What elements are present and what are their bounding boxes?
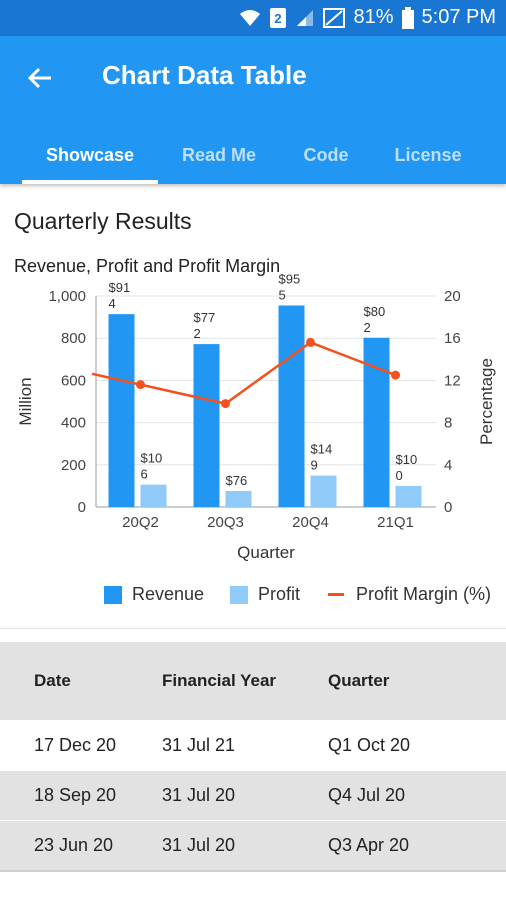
revenue-bar bbox=[108, 314, 135, 507]
y2-tick-label: 16 bbox=[444, 330, 461, 347]
y-tick-label: 1,000 bbox=[48, 288, 86, 305]
y-tick-label: 0 bbox=[78, 499, 86, 516]
profit-margin-point bbox=[391, 370, 400, 380]
profit-bar bbox=[225, 490, 252, 507]
y2-tick-label: 12 bbox=[444, 372, 461, 389]
y2-axis-title: Percentage bbox=[477, 358, 496, 445]
wifi-icon bbox=[239, 8, 261, 28]
no-signal-icon bbox=[323, 7, 346, 28]
legend-swatch-profit bbox=[230, 585, 248, 604]
cell-financial-year: 31 Jul 20 bbox=[162, 785, 236, 805]
tab-showcase[interactable]: Showcase bbox=[45, 144, 135, 165]
tab-indicator bbox=[22, 180, 158, 184]
legend-item-margin[interactable]: Profit Margin (%) bbox=[328, 584, 491, 605]
app-title: Chart Data Table bbox=[102, 60, 307, 90]
sim-icon: 2 bbox=[269, 7, 287, 29]
y2-tick-label: 20 bbox=[444, 288, 461, 305]
legend-label-revenue: Revenue bbox=[132, 584, 205, 604]
table-header: Date Financial Year Quarter bbox=[0, 642, 506, 720]
battery-icon bbox=[401, 6, 414, 29]
revenue-bar bbox=[363, 337, 390, 507]
signal-icon bbox=[295, 8, 315, 28]
cell-date: 17 Dec 20 bbox=[34, 735, 117, 755]
profit-bar bbox=[310, 475, 337, 507]
profit-margin-line bbox=[91, 340, 396, 405]
table-footer-line bbox=[0, 870, 506, 872]
tab-read-me[interactable]: Read Me bbox=[181, 144, 257, 165]
x-tick-label: 20Q4 bbox=[292, 514, 329, 531]
profit-data-label: $10 bbox=[396, 452, 418, 467]
table-row[interactable]: 23 Jun 20 31 Jul 20 Q3 Apr 20 bbox=[0, 820, 506, 870]
profit-data-label: 0 bbox=[396, 468, 403, 483]
legend-item-profit[interactable]: Profit bbox=[230, 584, 300, 605]
profit-bar bbox=[395, 485, 422, 507]
revenue-data-label: $80 bbox=[364, 304, 386, 319]
profit-data-label: 6 bbox=[141, 467, 148, 482]
profit-data-label: 9 bbox=[311, 458, 318, 473]
y-tick-label: 600 bbox=[61, 372, 86, 389]
cell-date: 18 Sep 20 bbox=[34, 785, 117, 805]
profit-margin-point bbox=[221, 399, 230, 409]
header-financial-year[interactable]: Financial Year bbox=[162, 671, 277, 690]
tab-bar: Showcase Read Me Code License bbox=[0, 126, 506, 184]
chart-title: Revenue, Profit and Profit Margin bbox=[14, 256, 280, 276]
back-button[interactable] bbox=[20, 58, 60, 98]
y-tick-label: 800 bbox=[61, 330, 86, 347]
tab-code[interactable]: Code bbox=[303, 144, 349, 165]
profit-margin-point bbox=[136, 380, 145, 390]
cell-financial-year: 31 Jul 20 bbox=[162, 835, 236, 855]
revenue-data-label: 4 bbox=[109, 296, 116, 311]
header-date[interactable]: Date bbox=[34, 671, 71, 690]
y2-tick-label: 8 bbox=[444, 415, 452, 432]
y-axis-title: Million bbox=[16, 377, 35, 425]
section-title: Quarterly Results bbox=[14, 208, 192, 234]
cell-quarter: Q1 Oct 20 bbox=[328, 735, 411, 755]
clock: 5:07 PM bbox=[421, 6, 496, 28]
cell-quarter: Q4 Jul 20 bbox=[328, 785, 406, 805]
revenue-data-label: 5 bbox=[279, 287, 286, 302]
table-row[interactable]: 18 Sep 20 31 Jul 20 Q4 Jul 20 bbox=[0, 770, 506, 820]
revenue-data-label: 2 bbox=[364, 320, 371, 335]
cell-financial-year: 31 Jul 21 bbox=[162, 735, 236, 755]
data-table: Date Financial Year Quarter 17 Dec 20 31… bbox=[0, 642, 506, 872]
battery-percent: 81% bbox=[353, 6, 394, 28]
x-tick-label: 21Q1 bbox=[377, 514, 414, 531]
revenue-data-label: $95 bbox=[279, 271, 301, 286]
legend-label-margin: Profit Margin (%) bbox=[356, 584, 492, 604]
cell-date: 23 Jun 20 bbox=[34, 835, 114, 855]
y-tick-label: 200 bbox=[61, 457, 86, 474]
y-tick-label: 400 bbox=[61, 415, 86, 432]
cell-quarter: Q3 Apr 20 bbox=[328, 835, 410, 855]
arrow-left-icon bbox=[27, 67, 51, 89]
x-tick-label: 20Q3 bbox=[207, 514, 244, 531]
divider bbox=[0, 628, 506, 629]
revenue-data-label: $91 bbox=[109, 280, 131, 295]
table-row[interactable]: 17 Dec 20 31 Jul 21 Q1 Oct 20 bbox=[0, 720, 506, 770]
tab-license[interactable]: License bbox=[394, 144, 462, 165]
revenue-bar bbox=[278, 305, 305, 507]
x-tick-label: 20Q2 bbox=[122, 514, 159, 531]
status-icons: 2 81% 5:07 PM bbox=[239, 6, 496, 29]
legend-label-profit: Profit bbox=[258, 584, 301, 604]
x-axis-title: Quarter bbox=[237, 543, 295, 562]
legend-swatch-margin bbox=[328, 593, 344, 596]
legend-item-revenue[interactable]: Revenue bbox=[104, 584, 204, 605]
profit-data-label: $76 bbox=[226, 473, 248, 488]
y2-tick-label: 4 bbox=[444, 457, 452, 474]
sim-slot-label: 2 bbox=[275, 11, 282, 26]
revenue-data-label: $77 bbox=[194, 310, 216, 325]
app-bar: Chart Data Table Showcase Read Me Code L… bbox=[0, 36, 506, 184]
y2-tick-label: 0 bbox=[444, 499, 452, 516]
header-quarter[interactable]: Quarter bbox=[328, 671, 390, 690]
revenue-data-label: 2 bbox=[194, 326, 201, 341]
profit-data-label: $14 bbox=[311, 442, 333, 457]
legend-swatch-revenue bbox=[104, 585, 122, 604]
profit-bar bbox=[140, 484, 167, 507]
profit-margin-point bbox=[306, 337, 315, 347]
chart-legend: Revenue Profit Profit Margin (%) bbox=[0, 584, 506, 610]
profit-data-label: $10 bbox=[141, 451, 163, 466]
revenue-bar bbox=[193, 344, 220, 507]
status-bar: 2 81% 5:07 PM bbox=[0, 0, 506, 36]
